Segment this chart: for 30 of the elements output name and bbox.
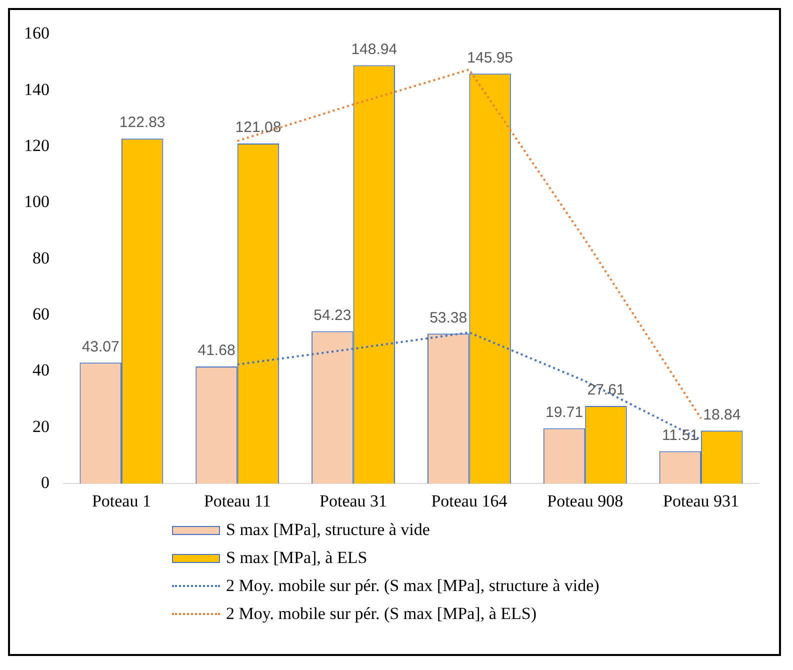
data-label: 53.38 (430, 309, 468, 326)
x-tick-label: Poteau 931 (663, 491, 740, 510)
y-tick-label: 120 (24, 136, 50, 156)
data-label: 122.83 (119, 114, 166, 132)
data-label: 18.84 (703, 406, 741, 424)
y-tick-label: 80 (32, 248, 50, 268)
y-tick-label: 40 (32, 360, 50, 380)
line-series (236, 68, 702, 420)
y-tick-label: 160 (24, 24, 50, 43)
x-tick-label: Poteau 164 (431, 491, 508, 510)
legend-label: S max [MPa], structure à vide (226, 520, 430, 540)
x-tick-label: Poteau 908 (547, 491, 624, 510)
data-label: 148.94 (351, 40, 398, 58)
legend-label: 2 Moy. mobile sur pér. (S max [MPa], structure à vide) (226, 576, 600, 596)
y-tick-label: 20 (32, 416, 50, 436)
data-label: 41.68 (198, 342, 236, 360)
data-label: 19.71 (545, 404, 584, 421)
data-label: 145.95 (467, 49, 514, 66)
legend-label: 2 Moy. mobile sur pér. (S max [MPa], à ELS) (226, 604, 537, 624)
data-label: 43.07 (82, 338, 120, 356)
data-label: 121.08 (235, 119, 282, 136)
legend-label: S max [MPa], à ELS (226, 548, 368, 568)
data-label: 54.23 (314, 306, 352, 324)
y-tick-label: 140 (24, 80, 50, 99)
x-tick-label: Poteau 1 (92, 491, 151, 510)
y-tick-label: 60 (32, 304, 50, 324)
y-tick-label: 100 (24, 192, 50, 212)
y-tick-label: 0 (41, 473, 50, 492)
x-tick-label: Poteau 11 (204, 491, 271, 510)
x-tick-label: Poteau 31 (320, 491, 388, 510)
